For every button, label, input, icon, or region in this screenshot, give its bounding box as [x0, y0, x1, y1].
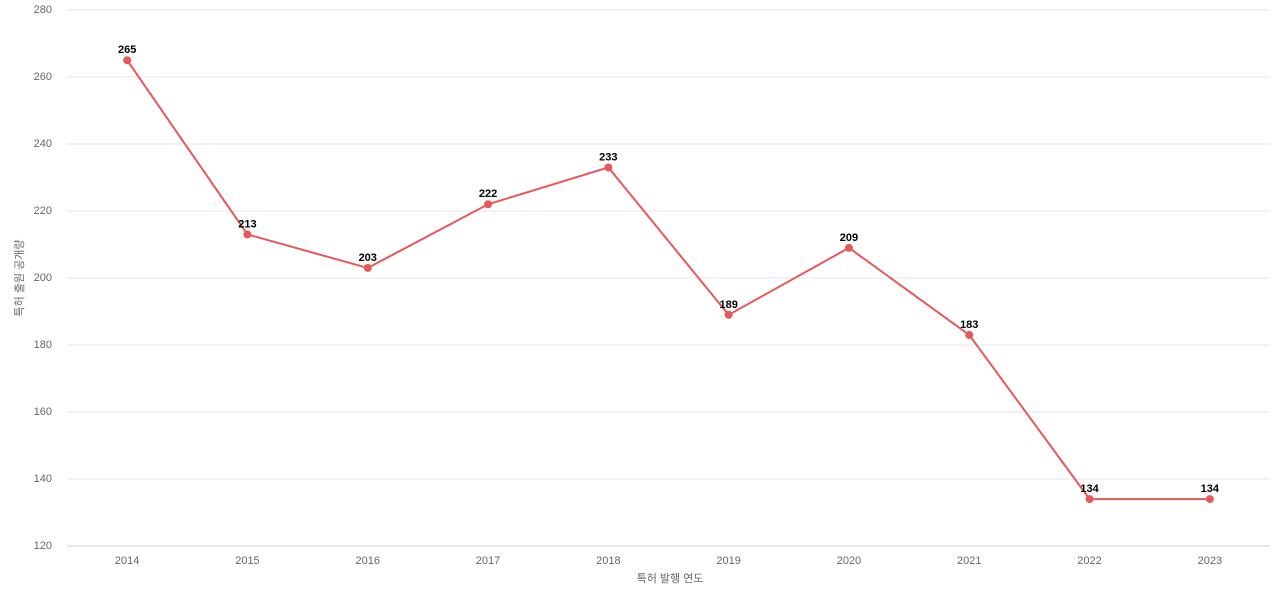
point: [604, 163, 613, 172]
data-label: 209: [840, 232, 858, 244]
point: [243, 230, 252, 239]
data-label: 233: [599, 151, 617, 163]
y-tick-label: 220: [34, 205, 52, 217]
y-tick-label: 120: [34, 540, 52, 552]
point: [1085, 495, 1094, 504]
x-tick-label: 2020: [837, 555, 861, 567]
point: [484, 200, 493, 209]
y-axis-title: 특허 출원 공개량: [13, 240, 26, 317]
data-label: 134: [1201, 483, 1220, 495]
point: [724, 310, 733, 319]
point: [123, 56, 132, 65]
x-tick-label: 2017: [476, 555, 500, 567]
x-tick-label: 2022: [1077, 555, 1101, 567]
y-tick-label: 160: [34, 406, 52, 418]
y-tick-label: 240: [34, 138, 52, 150]
data-label: 213: [238, 218, 256, 230]
y-tick-label: 280: [34, 4, 52, 16]
x-tick-label: 2016: [356, 555, 380, 567]
x-axis-title: 특허 발행 연도: [637, 572, 704, 585]
y-tick-label: 260: [34, 71, 52, 83]
x-tick-label: 2014: [115, 555, 139, 567]
data-label: 183: [960, 319, 978, 331]
data-label: 265: [118, 44, 136, 56]
x-tick-label: 2019: [716, 555, 740, 567]
x-tick-label: 2023: [1198, 555, 1222, 567]
data-label: 189: [719, 299, 737, 311]
x-tick-label: 2015: [235, 555, 259, 567]
data-label: 203: [359, 252, 377, 264]
y-tick-label: 200: [34, 272, 52, 284]
point: [363, 263, 372, 272]
point: [844, 243, 853, 252]
data-label: 134: [1080, 483, 1099, 495]
y-tick-label: 180: [34, 339, 52, 351]
y-tick-label: 140: [34, 473, 52, 485]
x-tick-label: 2018: [596, 555, 620, 567]
line: [126, 59, 1210, 501]
point: [965, 330, 974, 339]
point: [1205, 495, 1214, 504]
x-tick-label: 2021: [957, 555, 981, 567]
data-label: 222: [479, 188, 497, 200]
